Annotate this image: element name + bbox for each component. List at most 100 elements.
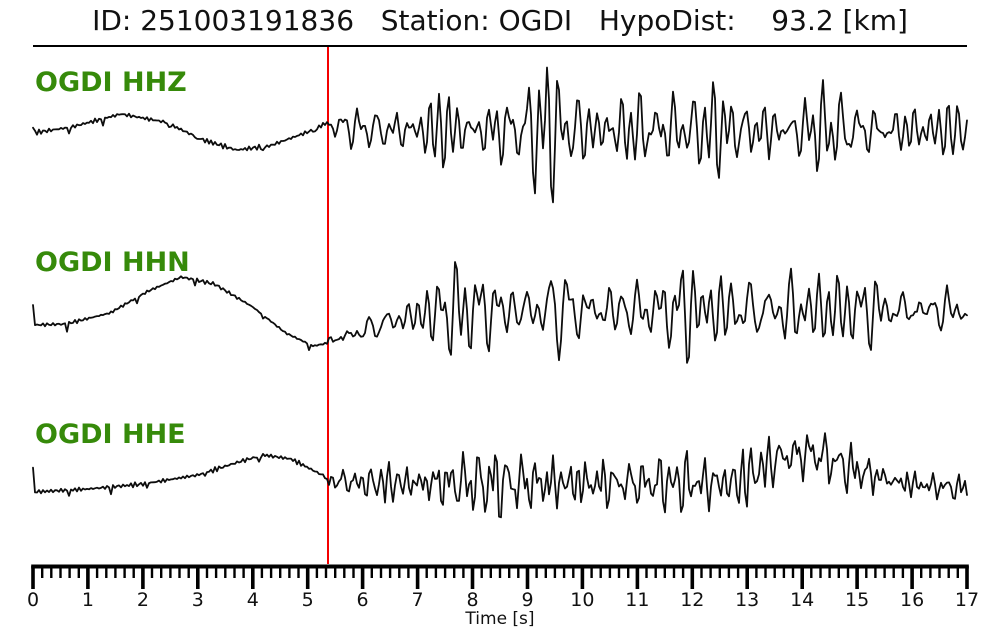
- axis-minor-tick: [544, 566, 547, 578]
- axis-minor-tick: [709, 566, 712, 578]
- axis-minor-tick: [819, 566, 822, 578]
- axis-tick-label: 5: [302, 589, 314, 611]
- axis-tick-label: 8: [466, 589, 478, 611]
- axis-major-tick: [855, 566, 859, 589]
- axis-major-tick: [31, 566, 35, 589]
- axis-minor-tick: [187, 566, 190, 578]
- axis-minor-tick: [727, 566, 731, 578]
- axis-minor-tick: [498, 566, 502, 578]
- axis-major-tick: [635, 566, 640, 589]
- axis-minor-tick: [865, 566, 868, 578]
- axis-major-tick: [690, 566, 695, 589]
- axis-minor-tick: [947, 566, 950, 578]
- axis-major-tick: [196, 566, 200, 589]
- axis-major-tick: [965, 566, 969, 589]
- axis-minor-tick: [663, 566, 666, 578]
- axis-minor-tick: [260, 566, 264, 578]
- axis-minor-tick: [59, 566, 62, 578]
- axis-minor-tick: [608, 566, 612, 578]
- axis-minor-tick: [279, 566, 282, 578]
- axis-minor-tick: [425, 566, 428, 578]
- axis-minor-tick: [901, 566, 905, 578]
- axis-minor-tick: [169, 566, 172, 578]
- axis-minor-tick: [41, 566, 44, 578]
- axis-minor-tick: [590, 566, 593, 578]
- axis-tick-label: 6: [357, 589, 369, 611]
- axis-minor-tick: [407, 566, 410, 578]
- axis-major-tick: [910, 566, 914, 589]
- axis-minor-tick: [343, 566, 346, 578]
- axis-minor-tick: [205, 566, 209, 578]
- axis-minor-tick: [77, 566, 80, 578]
- trace-polyline-hhz: [32, 66, 968, 204]
- axis-minor-tick: [178, 566, 181, 578]
- axis-minor-tick: [453, 566, 456, 578]
- axis-minor-tick: [837, 566, 840, 578]
- axis-minor-tick: [929, 566, 932, 578]
- trace-label-hhn: OGDI HHN: [35, 247, 190, 278]
- axis-tick-label: 14: [790, 589, 814, 611]
- axis-minor-tick: [810, 566, 813, 578]
- axis-minor-tick: [883, 566, 886, 578]
- axis-minor-tick: [160, 566, 163, 578]
- axis-minor-tick: [224, 566, 227, 578]
- axis-minor-tick: [297, 566, 300, 578]
- axis-major-tick: [141, 566, 145, 589]
- axis-minor-tick: [242, 566, 245, 578]
- axis-major-tick: [470, 566, 475, 589]
- axis-minor-tick: [388, 566, 392, 578]
- axis-minor-tick: [627, 566, 630, 578]
- axis-minor-tick: [489, 566, 492, 578]
- axis-minor-tick: [736, 566, 740, 578]
- axis-minor-tick: [892, 566, 895, 578]
- axis-minor-tick: [938, 566, 941, 578]
- axis-minor-tick: [700, 566, 703, 578]
- axis-minor-tick: [645, 566, 648, 578]
- axis-tick-label: 13: [735, 589, 759, 611]
- axis-minor-tick: [269, 566, 273, 578]
- axis-tick-label: 12: [680, 589, 704, 611]
- page-title: ID: 251003191836 Station: OGDI HypoDist:…: [92, 4, 908, 37]
- axis-minor-tick: [68, 566, 71, 578]
- axis-minor-tick: [617, 566, 621, 578]
- axis-tick-label: 3: [192, 589, 204, 611]
- axis-minor-tick: [462, 566, 465, 578]
- axis-major-tick: [305, 566, 310, 589]
- axis-major-tick: [251, 566, 255, 589]
- axis-minor-tick: [535, 566, 538, 578]
- axis-minor-tick: [352, 566, 355, 578]
- axis-minor-tick: [755, 566, 758, 578]
- trace-label-hhz: OGDI HHZ: [35, 67, 187, 98]
- axis-tick-label: 4: [247, 589, 259, 611]
- axis-minor-tick: [150, 566, 154, 578]
- axis-minor-tick: [105, 566, 108, 578]
- axis-tick-label: 11: [625, 589, 649, 611]
- axis-major-tick: [525, 566, 530, 589]
- time-axis-label: Time [s]: [464, 609, 534, 629]
- axis-minor-tick: [324, 566, 328, 578]
- axis-minor-tick: [572, 566, 575, 578]
- axis-minor-tick: [114, 566, 117, 578]
- axis-minor-tick: [95, 566, 99, 578]
- axis-minor-tick: [782, 566, 786, 578]
- axis-minor-tick: [599, 566, 602, 578]
- axis-minor-tick: [553, 566, 557, 578]
- axis-minor-tick: [233, 566, 236, 578]
- axis-tick-label: 0: [27, 589, 39, 611]
- axis-minor-tick: [370, 566, 373, 578]
- axis-minor-tick: [517, 566, 520, 578]
- axis-minor-tick: [956, 566, 959, 578]
- axis-minor-tick: [846, 566, 850, 578]
- axis-minor-tick: [562, 566, 566, 578]
- axis-minor-tick: [50, 566, 53, 578]
- axis-minor-tick: [132, 566, 135, 578]
- axis-tick-label: 7: [412, 589, 424, 611]
- axis-minor-tick: [828, 566, 831, 578]
- axis-tick-label: 2: [137, 589, 149, 611]
- title-separator: [33, 45, 967, 47]
- axis-major-tick: [745, 566, 749, 589]
- axis-minor-tick: [443, 566, 447, 578]
- axis-tick-label: 15: [845, 589, 869, 611]
- axis-major-tick: [800, 566, 804, 589]
